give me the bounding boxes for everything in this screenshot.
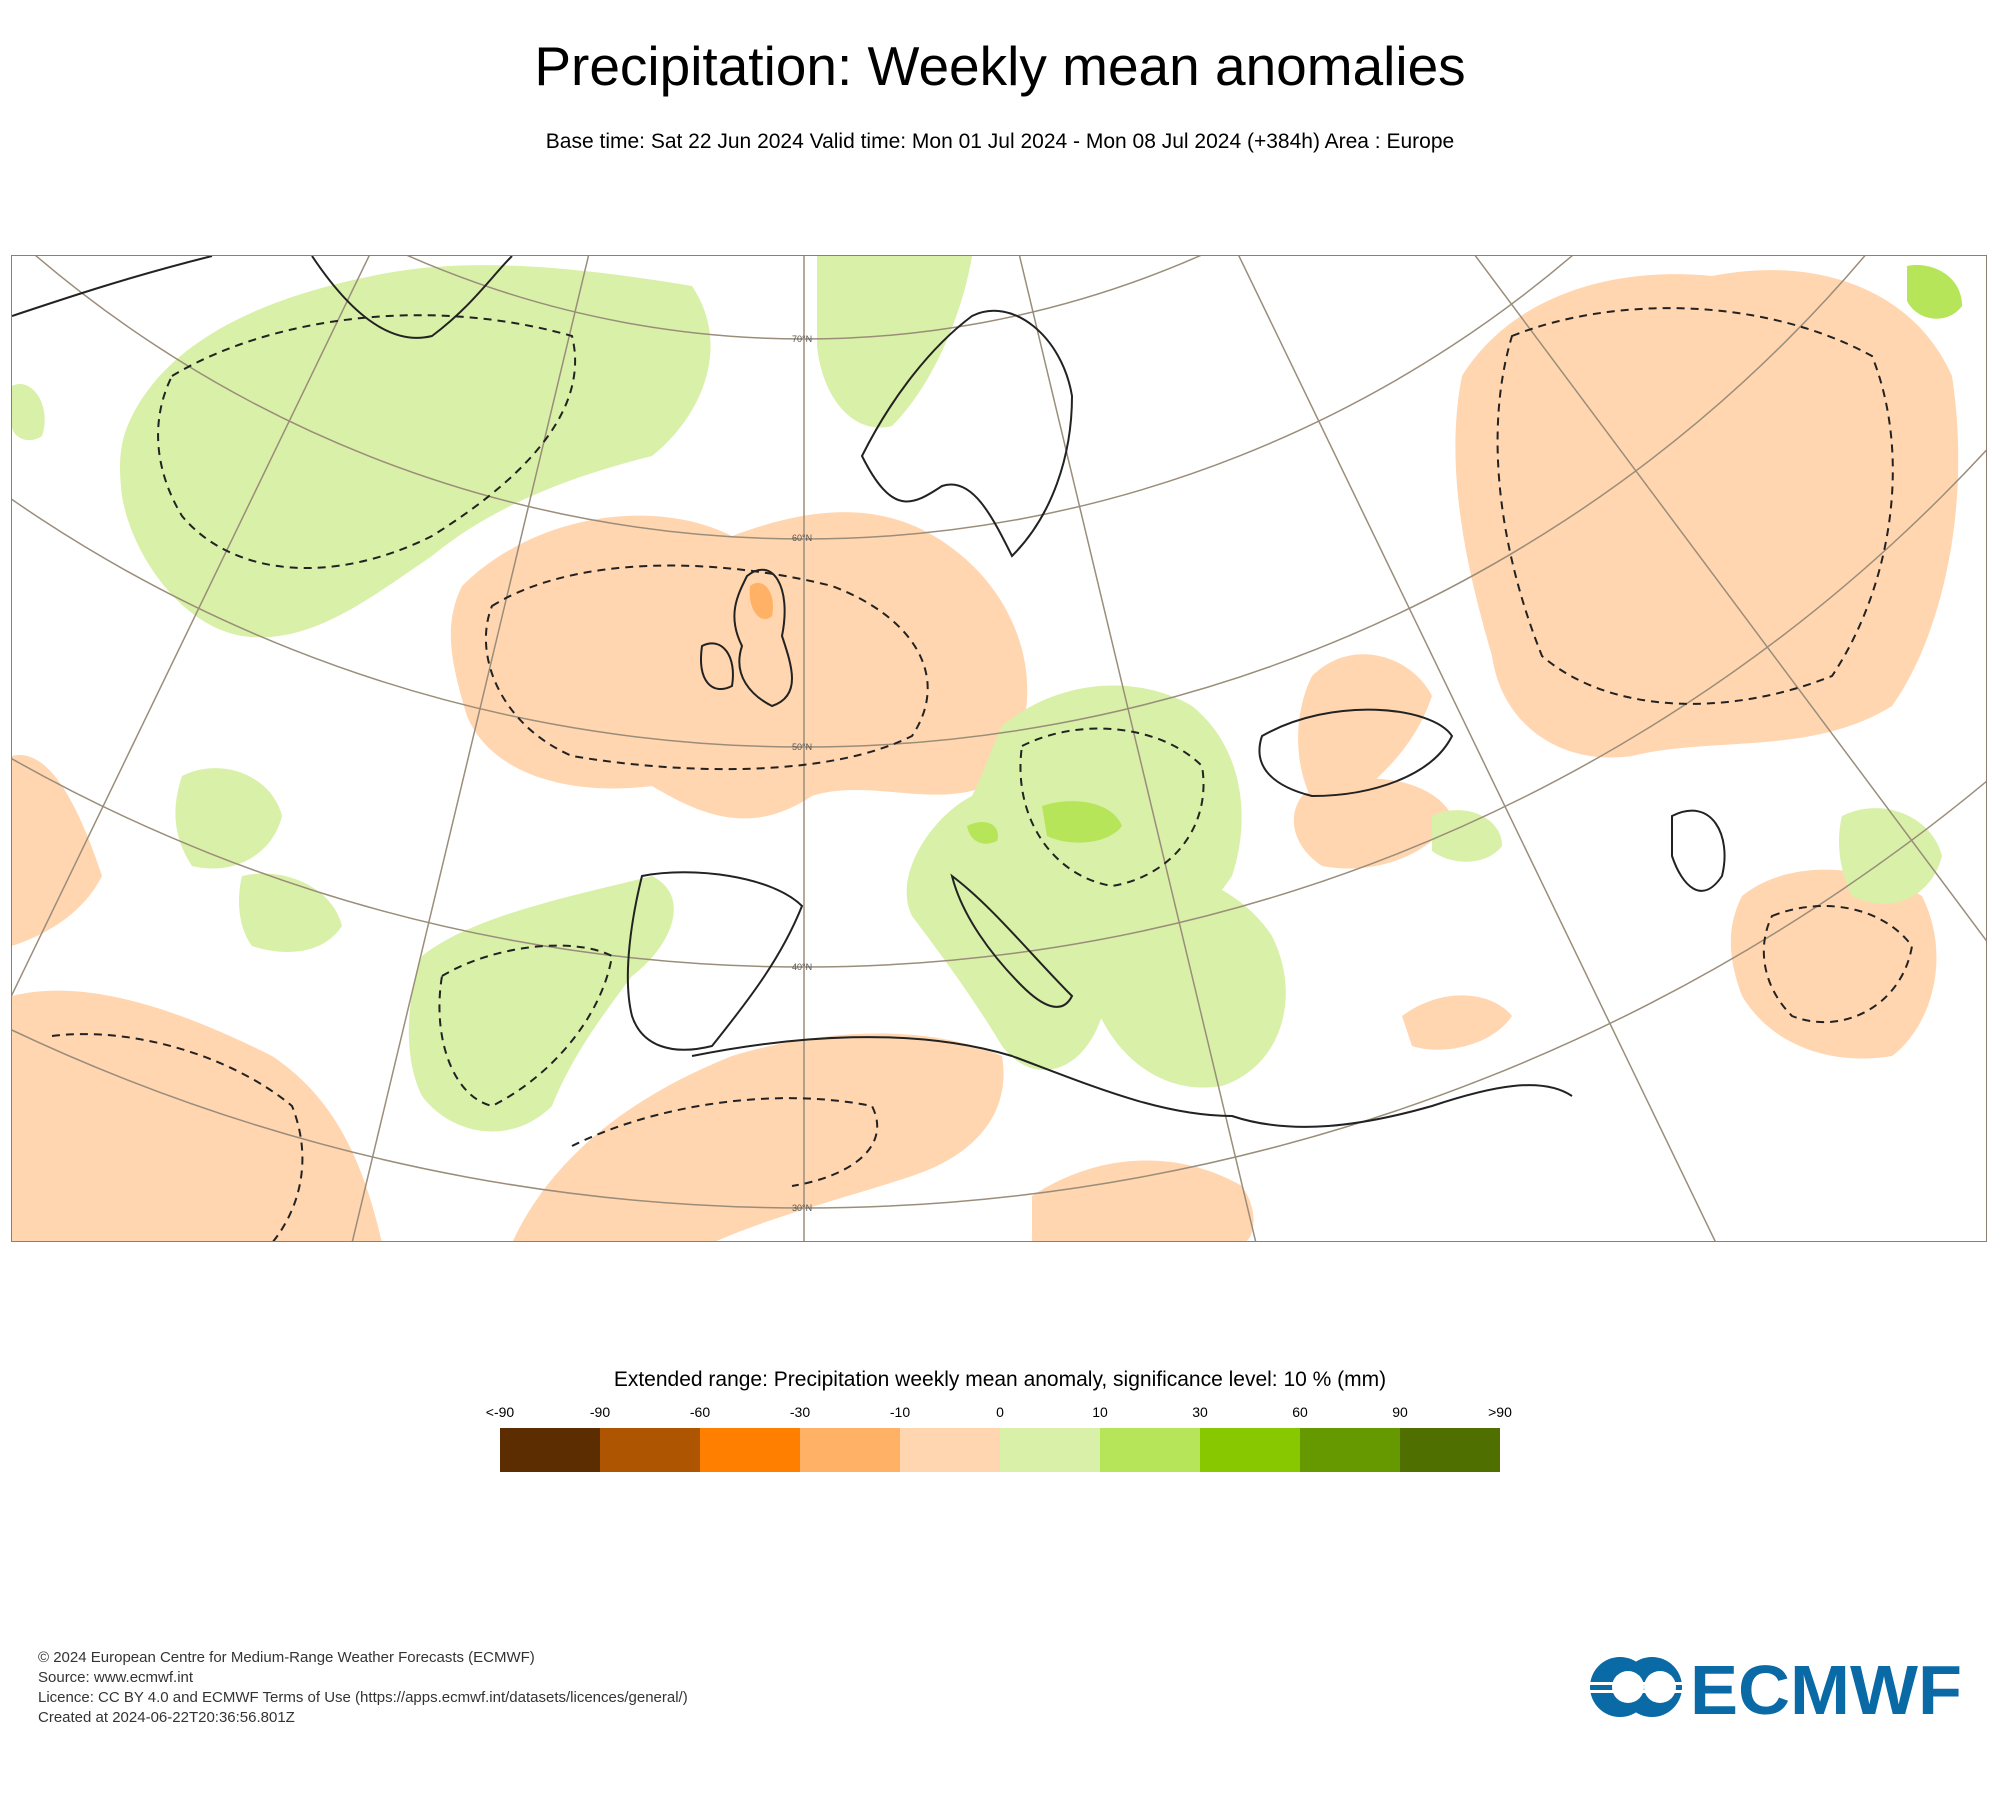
svg-text:ECMWF: ECMWF [1690, 1652, 1962, 1722]
legend-label: -30 [789, 1404, 811, 1420]
legend-swatch [800, 1428, 900, 1472]
created-text: Created at 2024-06-22T20:36:56.801Z [38, 1709, 295, 1726]
latitude-labels: 70°N 60°N 50°N 40°N 30°N [792, 334, 812, 1213]
map-canvas: 70°N 60°N 50°N 40°N 30°N [12, 256, 1986, 1241]
legend-swatch [1200, 1428, 1300, 1472]
wet-area-iberian-atlantic [408, 876, 674, 1132]
coast-ireland [700, 642, 734, 691]
legend-swatch [1400, 1428, 1500, 1472]
dry-anomaly-areas [12, 270, 1959, 1241]
legend-colorbar [500, 1428, 1500, 1472]
wet-area-norwegian-sea [817, 256, 972, 428]
strong-dry-areas [749, 582, 773, 620]
wet-area-north-atlantic [120, 265, 711, 638]
legend-label: <-90 [485, 1404, 515, 1420]
ecmwf-logo: ECMWF [1590, 1652, 1962, 1722]
legend-label: 0 [996, 1404, 1004, 1420]
wet-anomaly-areas [12, 256, 1942, 1132]
meridian-e20 [1238, 256, 1716, 1241]
coast-caspian [1671, 809, 1726, 892]
dry-area-russia [1455, 270, 1959, 758]
meridian-e30 [1474, 256, 1986, 942]
coast-iberia [626, 871, 804, 1051]
coast-north-africa [691, 1036, 1573, 1128]
wet-area-balkans [1084, 868, 1286, 1088]
page-title: Precipitation: Weekly mean anomalies [534, 35, 1466, 97]
strong-wet-areas [967, 265, 1962, 844]
wet-area-azores [239, 873, 342, 952]
wet-area-greenland [12, 384, 45, 441]
legend-swatch [700, 1428, 800, 1472]
legend-swatch [900, 1428, 1000, 1472]
dry-area-southwest-atlantic [12, 990, 382, 1241]
legend-label: 30 [1192, 1404, 1208, 1420]
wet-area-alps [967, 821, 998, 844]
wet-area-central-europe [906, 685, 1242, 1070]
dry-area-north-africa [512, 1033, 1004, 1241]
lat-label-60n: 60°N [792, 533, 812, 543]
dry-area-sahara [1032, 1160, 1254, 1241]
dry-area-turkey [1402, 995, 1512, 1050]
dry-area-scotland [749, 582, 773, 620]
coast-scandinavia [860, 309, 1074, 558]
legend-label: -60 [689, 1404, 711, 1420]
coast-greenland [12, 256, 513, 339]
wet-area-mid-atlantic [175, 768, 282, 869]
legend-swatch [1300, 1428, 1400, 1472]
significance-contours [51, 307, 1914, 1241]
legend-swatch [600, 1428, 700, 1472]
legend-label: 60 [1292, 1404, 1308, 1420]
copyright-text: © 2024 European Centre for Medium-Range … [38, 1649, 535, 1666]
graticule [12, 256, 1986, 1241]
page-subtitle: Base time: Sat 22 Jun 2024 Valid time: M… [545, 130, 1455, 153]
dry-area-west-atlantic [12, 755, 102, 946]
legend-label: -10 [889, 1404, 911, 1420]
legend-label: -90 [589, 1404, 611, 1420]
legend-labels: <-90 -90 -60 -30 -10 0 10 30 60 90 >90 [486, 1404, 1512, 1424]
anomaly-map[interactable]: 70°N 60°N 50°N 40°N 30°N [11, 255, 1987, 1242]
source-text: Source: www.ecmwf.int [38, 1669, 194, 1686]
coast-uk [733, 568, 793, 708]
meridian-w20 [12, 256, 370, 997]
dry-area-middle-east [1730, 869, 1937, 1059]
wet-area-urals [1907, 265, 1962, 319]
dry-area-east-europe [1298, 654, 1432, 816]
legend-label: 90 [1392, 1404, 1408, 1420]
legend-title: Extended range: Precipitation weekly mea… [613, 1368, 1387, 1391]
coast-italy [950, 873, 1074, 1008]
wet-area-hungary [1042, 801, 1122, 843]
lat-label-30n: 30°N [792, 1203, 812, 1213]
dry-area-black-sea [1293, 778, 1452, 869]
meridian-w10 [351, 256, 590, 1241]
lat-label-70n: 70°N [792, 334, 812, 344]
lat-label-50n: 50°N [792, 742, 812, 752]
wet-area-turkey-north [1432, 810, 1502, 862]
footer: © 2024 European Centre for Medium-Range … [38, 1648, 688, 1728]
legend-label: >90 [1488, 1404, 1512, 1420]
legend-label: 10 [1092, 1404, 1108, 1420]
lat-label-40n: 40°N [792, 962, 812, 972]
licence-text: Licence: CC BY 4.0 and ECMWF Terms of Us… [38, 1689, 688, 1706]
coastlines [12, 256, 1726, 1128]
legend-swatch [1100, 1428, 1200, 1472]
legend-swatch [500, 1428, 600, 1472]
legend-swatch [1000, 1428, 1100, 1472]
meridian-e10 [1018, 256, 1257, 1241]
coast-black-sea [1258, 708, 1454, 798]
